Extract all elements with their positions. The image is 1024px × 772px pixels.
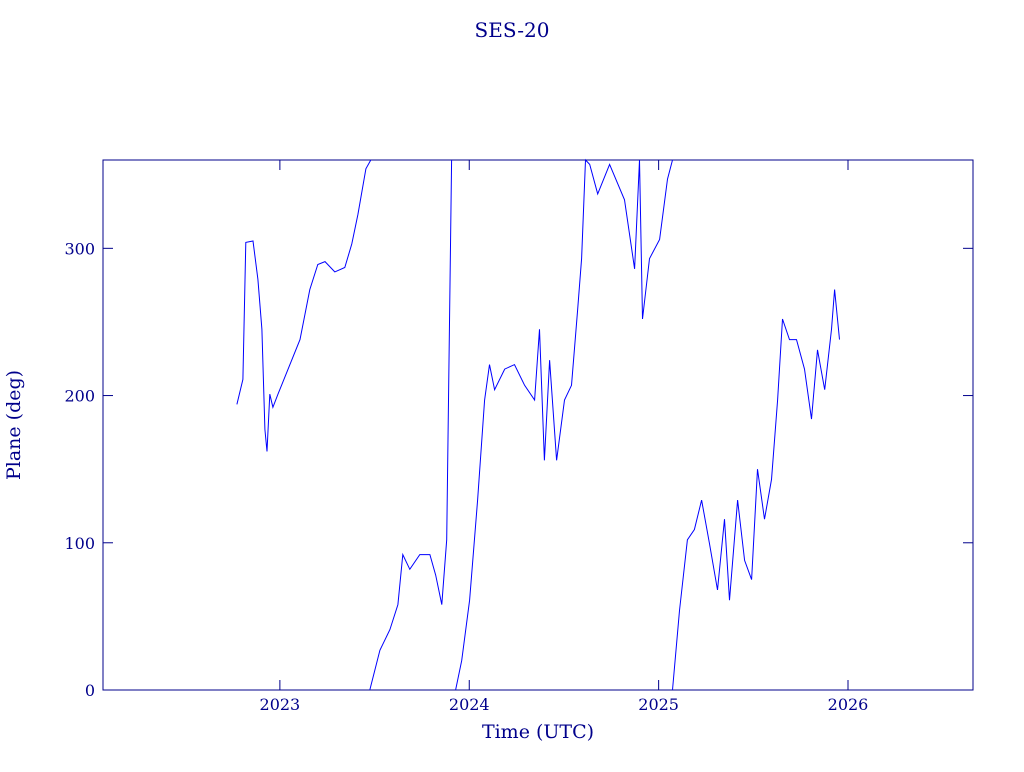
x-tick-label: 2023 [260, 695, 301, 714]
plot-frame [102, 159, 974, 691]
y-tick-label: 100 [64, 534, 95, 553]
x-tick-label: 2024 [449, 695, 490, 714]
y-axis-label: Plane (deg) [3, 370, 25, 480]
x-tick-label: 2026 [828, 695, 869, 714]
x-axis-label: Time (UTC) [482, 721, 594, 743]
chart-title: SES-20 [475, 18, 550, 42]
data-line [236, 158, 840, 691]
y-tick-label: 0 [85, 681, 95, 700]
y-tick-label: 200 [64, 387, 95, 406]
x-tick-label: 2025 [638, 695, 679, 714]
y-tick-label: 300 [64, 239, 95, 258]
